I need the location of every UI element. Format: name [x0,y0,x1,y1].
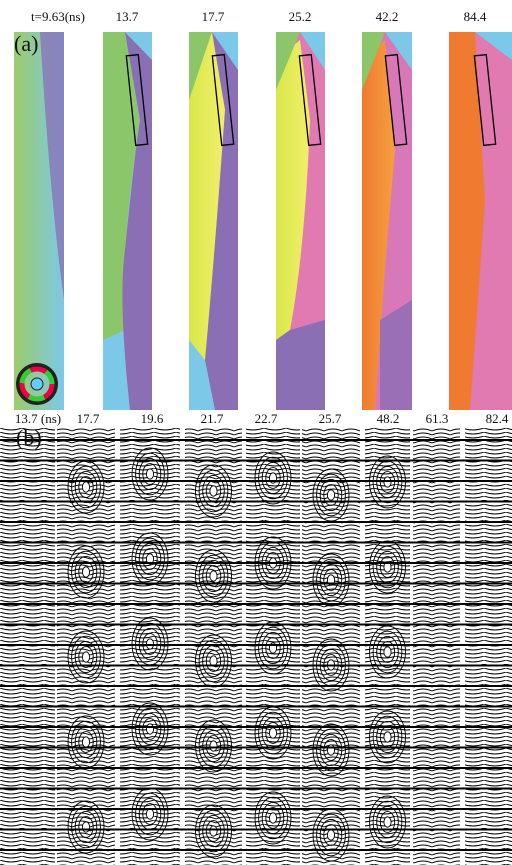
time-label: 25.2 [289,9,312,24]
contour-loop [327,490,334,500]
contour-loop [269,813,276,823]
time-label: 22.7 [255,411,278,426]
contour-loop [327,745,334,755]
time-label: 61.3 [426,411,449,426]
contour-loop [146,469,153,479]
time-label: 17.7 [202,9,225,24]
contour-loop [82,652,89,662]
contour-strip [413,428,460,865]
contour-loop [210,826,217,836]
time-label: 19.6 [141,411,164,426]
figure: (a) (b) t=9.63(ns) 13.7 17.7 25.2 42.2 84.4 13… [0,0,512,865]
contour-loop [327,830,334,840]
contour-loop [384,817,391,827]
contour-loop [210,571,217,581]
contour-loop [146,809,153,819]
contour-loop [146,724,153,734]
contour-loop [269,728,276,738]
time-label: 25.7 [319,411,342,426]
contour-loop [384,647,391,657]
panel-label: (a) [14,31,38,56]
contour-strip [0,428,55,865]
contour-loop [82,482,89,492]
contour-loop [82,567,89,577]
time-label: 21.7 [201,411,224,426]
contour-strip [465,428,512,865]
time-label: 17.7 [77,411,100,426]
panel-label: (b) [16,425,42,450]
contour-loop [210,741,217,751]
panel-b [0,428,512,865]
time-label: 48.2 [377,411,400,426]
time-label: 84.4 [464,9,487,24]
time-label: 42.2 [376,9,399,24]
panel-a: (a) [14,31,512,410]
contour-loop [82,737,89,747]
color-wheel [31,378,43,390]
time-label: 13.7 [116,9,139,24]
time-label: t=9.63(ns) [31,9,85,24]
contour-loop [82,822,89,832]
time-label: 82.4 [486,411,509,426]
time-label: 13.7 (ns) [15,411,61,426]
contour-loop [210,486,217,496]
contour-loop [384,732,391,742]
